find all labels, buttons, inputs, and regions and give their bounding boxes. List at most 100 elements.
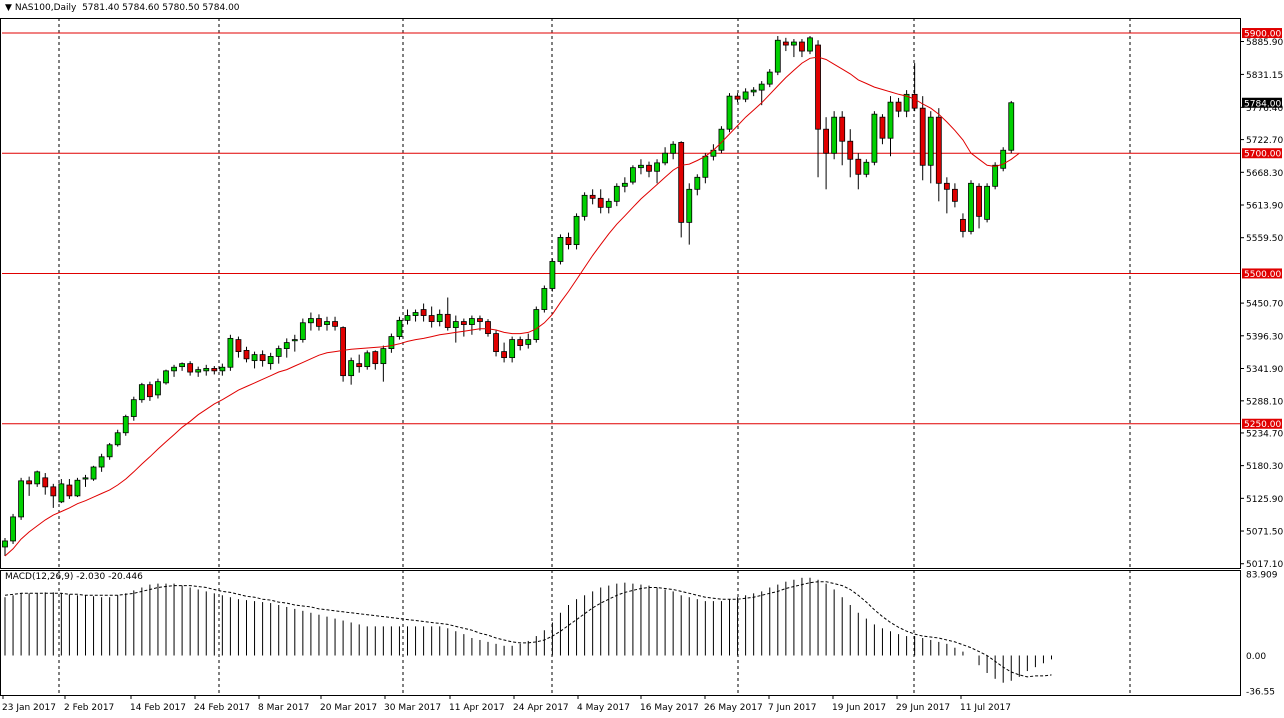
current-price-tag: [1242, 97, 1282, 108]
moving-average-polyline: [4, 56, 1020, 557]
bearish-candle: [187, 363, 194, 373]
bearish-candle: [211, 368, 218, 372]
price-tick-label: 5668.30: [1246, 169, 1283, 179]
bearish-candle: [799, 41, 805, 52]
price-axis: 5900.00 5700.00 5500.00 5250.00 5885.90 5831.…: [1240, 28, 1283, 570]
date-tick-label: 2 Feb 2017: [64, 703, 114, 713]
bullish-candle: [831, 116, 838, 154]
price-tick-label: 5288.10: [1246, 397, 1283, 407]
bullish-candle: [807, 37, 813, 52]
price-tick-label: 5831.15: [1246, 71, 1283, 81]
price-tick-label: 5559.50: [1246, 234, 1283, 244]
main-panel-frame: [0, 18, 1241, 569]
bearish-candle: [444, 313, 451, 328]
bearish-candle: [815, 44, 821, 130]
bullish-candle: [766, 71, 773, 85]
bearish-candle: [678, 142, 685, 223]
bullish-candle: [509, 339, 516, 359]
date-tick-label: 29 Jun 2017: [896, 703, 950, 713]
bullish-candle: [251, 354, 258, 362]
bullish-candle: [388, 336, 395, 350]
bullish-candle: [581, 194, 588, 217]
bullish-candle: [533, 309, 540, 340]
bullish-candle: [742, 91, 749, 100]
bullish-candle: [670, 143, 677, 154]
bullish-candle: [750, 89, 757, 93]
bullish-candle: [702, 155, 709, 178]
bullish-candle: [179, 363, 186, 368]
bullish-candle: [968, 182, 974, 232]
bullish-candle: [903, 93, 910, 112]
bearish-candle: [485, 321, 491, 334]
bearish-candle: [356, 363, 363, 368]
ohlc-readout: 5781.40 5784.60 5780.50 5784.00: [82, 3, 240, 13]
bullish-candle: [863, 161, 870, 175]
price-tick-label: 5396.30: [1246, 332, 1283, 342]
bullish-candle: [291, 339, 298, 342]
bearish-candle: [646, 164, 652, 172]
price-tick-label: 5722.70: [1246, 136, 1283, 146]
bearish-candle: [565, 236, 572, 246]
bullish-candle: [436, 313, 443, 322]
dropdown-arrow-icon[interactable]: ▼: [5, 3, 12, 13]
bullish-candle: [58, 483, 65, 503]
bullish-candle: [74, 479, 81, 497]
bullish-candle: [2, 540, 8, 548]
bearish-candle: [943, 182, 950, 190]
date-tick-label: 8 Mar 2017: [258, 703, 309, 713]
bullish-candle: [605, 200, 612, 208]
bearish-candle: [782, 41, 789, 46]
symbol-label: NAS100,Daily: [14, 3, 77, 13]
bullish-candle: [106, 444, 113, 458]
bullish-candle: [613, 185, 620, 202]
bearish-candle: [976, 185, 982, 217]
bullish-candle: [195, 369, 202, 373]
bearish-candle: [26, 480, 33, 485]
bullish-candle: [557, 236, 564, 262]
level-price-label: 5500.00: [1244, 270, 1281, 280]
date-tick-label: 20 Mar 2017: [320, 703, 377, 713]
bullish-candle: [621, 182, 628, 187]
date-tick-label: 4 May 2017: [577, 703, 630, 713]
bullish-candle: [396, 319, 403, 337]
bearish-candle: [839, 116, 846, 142]
bearish-candle: [428, 315, 435, 322]
bullish-candle: [90, 466, 97, 480]
support-resistance-lines: [2, 32, 1240, 425]
level-price-tag: [1242, 418, 1282, 429]
bullish-candle: [82, 477, 89, 480]
bullish-candle: [1000, 149, 1007, 169]
bearish-candle: [477, 318, 483, 322]
bearish-candle: [493, 333, 499, 353]
macd-panel-frame: [0, 570, 1241, 696]
bullish-candle: [307, 318, 314, 324]
bearish-candle: [340, 327, 347, 377]
bullish-candle: [348, 360, 355, 377]
bullish-candle: [992, 164, 999, 187]
bearish-candle: [460, 321, 467, 325]
date-tick-label: 7 Jun 2017: [768, 703, 816, 713]
level-price-tag: [1242, 28, 1282, 39]
bearish-candle: [952, 188, 958, 202]
date-tick-label: 11 Apr 2017: [449, 703, 505, 713]
moving-average-line: [4, 56, 1020, 557]
bullish-candle: [774, 39, 781, 73]
bullish-candle: [404, 315, 411, 321]
bullish-candle: [468, 318, 475, 325]
bullish-candle: [130, 399, 137, 417]
bearish-candle: [332, 321, 338, 327]
price-tick-label: 5341.90: [1246, 365, 1283, 375]
bullish-candle: [573, 215, 580, 246]
bearish-candle: [42, 477, 49, 488]
date-tick-label: 24 Apr 2017: [513, 703, 569, 713]
bullish-candle: [10, 516, 16, 542]
bullish-candle: [662, 152, 668, 164]
bullish-candle: [267, 356, 274, 365]
level-price-tag: [1242, 268, 1282, 279]
macd-panel: 83.909 0.00 -36.55: [4, 571, 1278, 698]
price-tick-label: 5885.90: [1246, 38, 1283, 48]
price-tick-label: 5776.40: [1246, 104, 1283, 114]
level-price-label: 5700.00: [1244, 150, 1281, 160]
bullish-candle: [758, 83, 765, 91]
